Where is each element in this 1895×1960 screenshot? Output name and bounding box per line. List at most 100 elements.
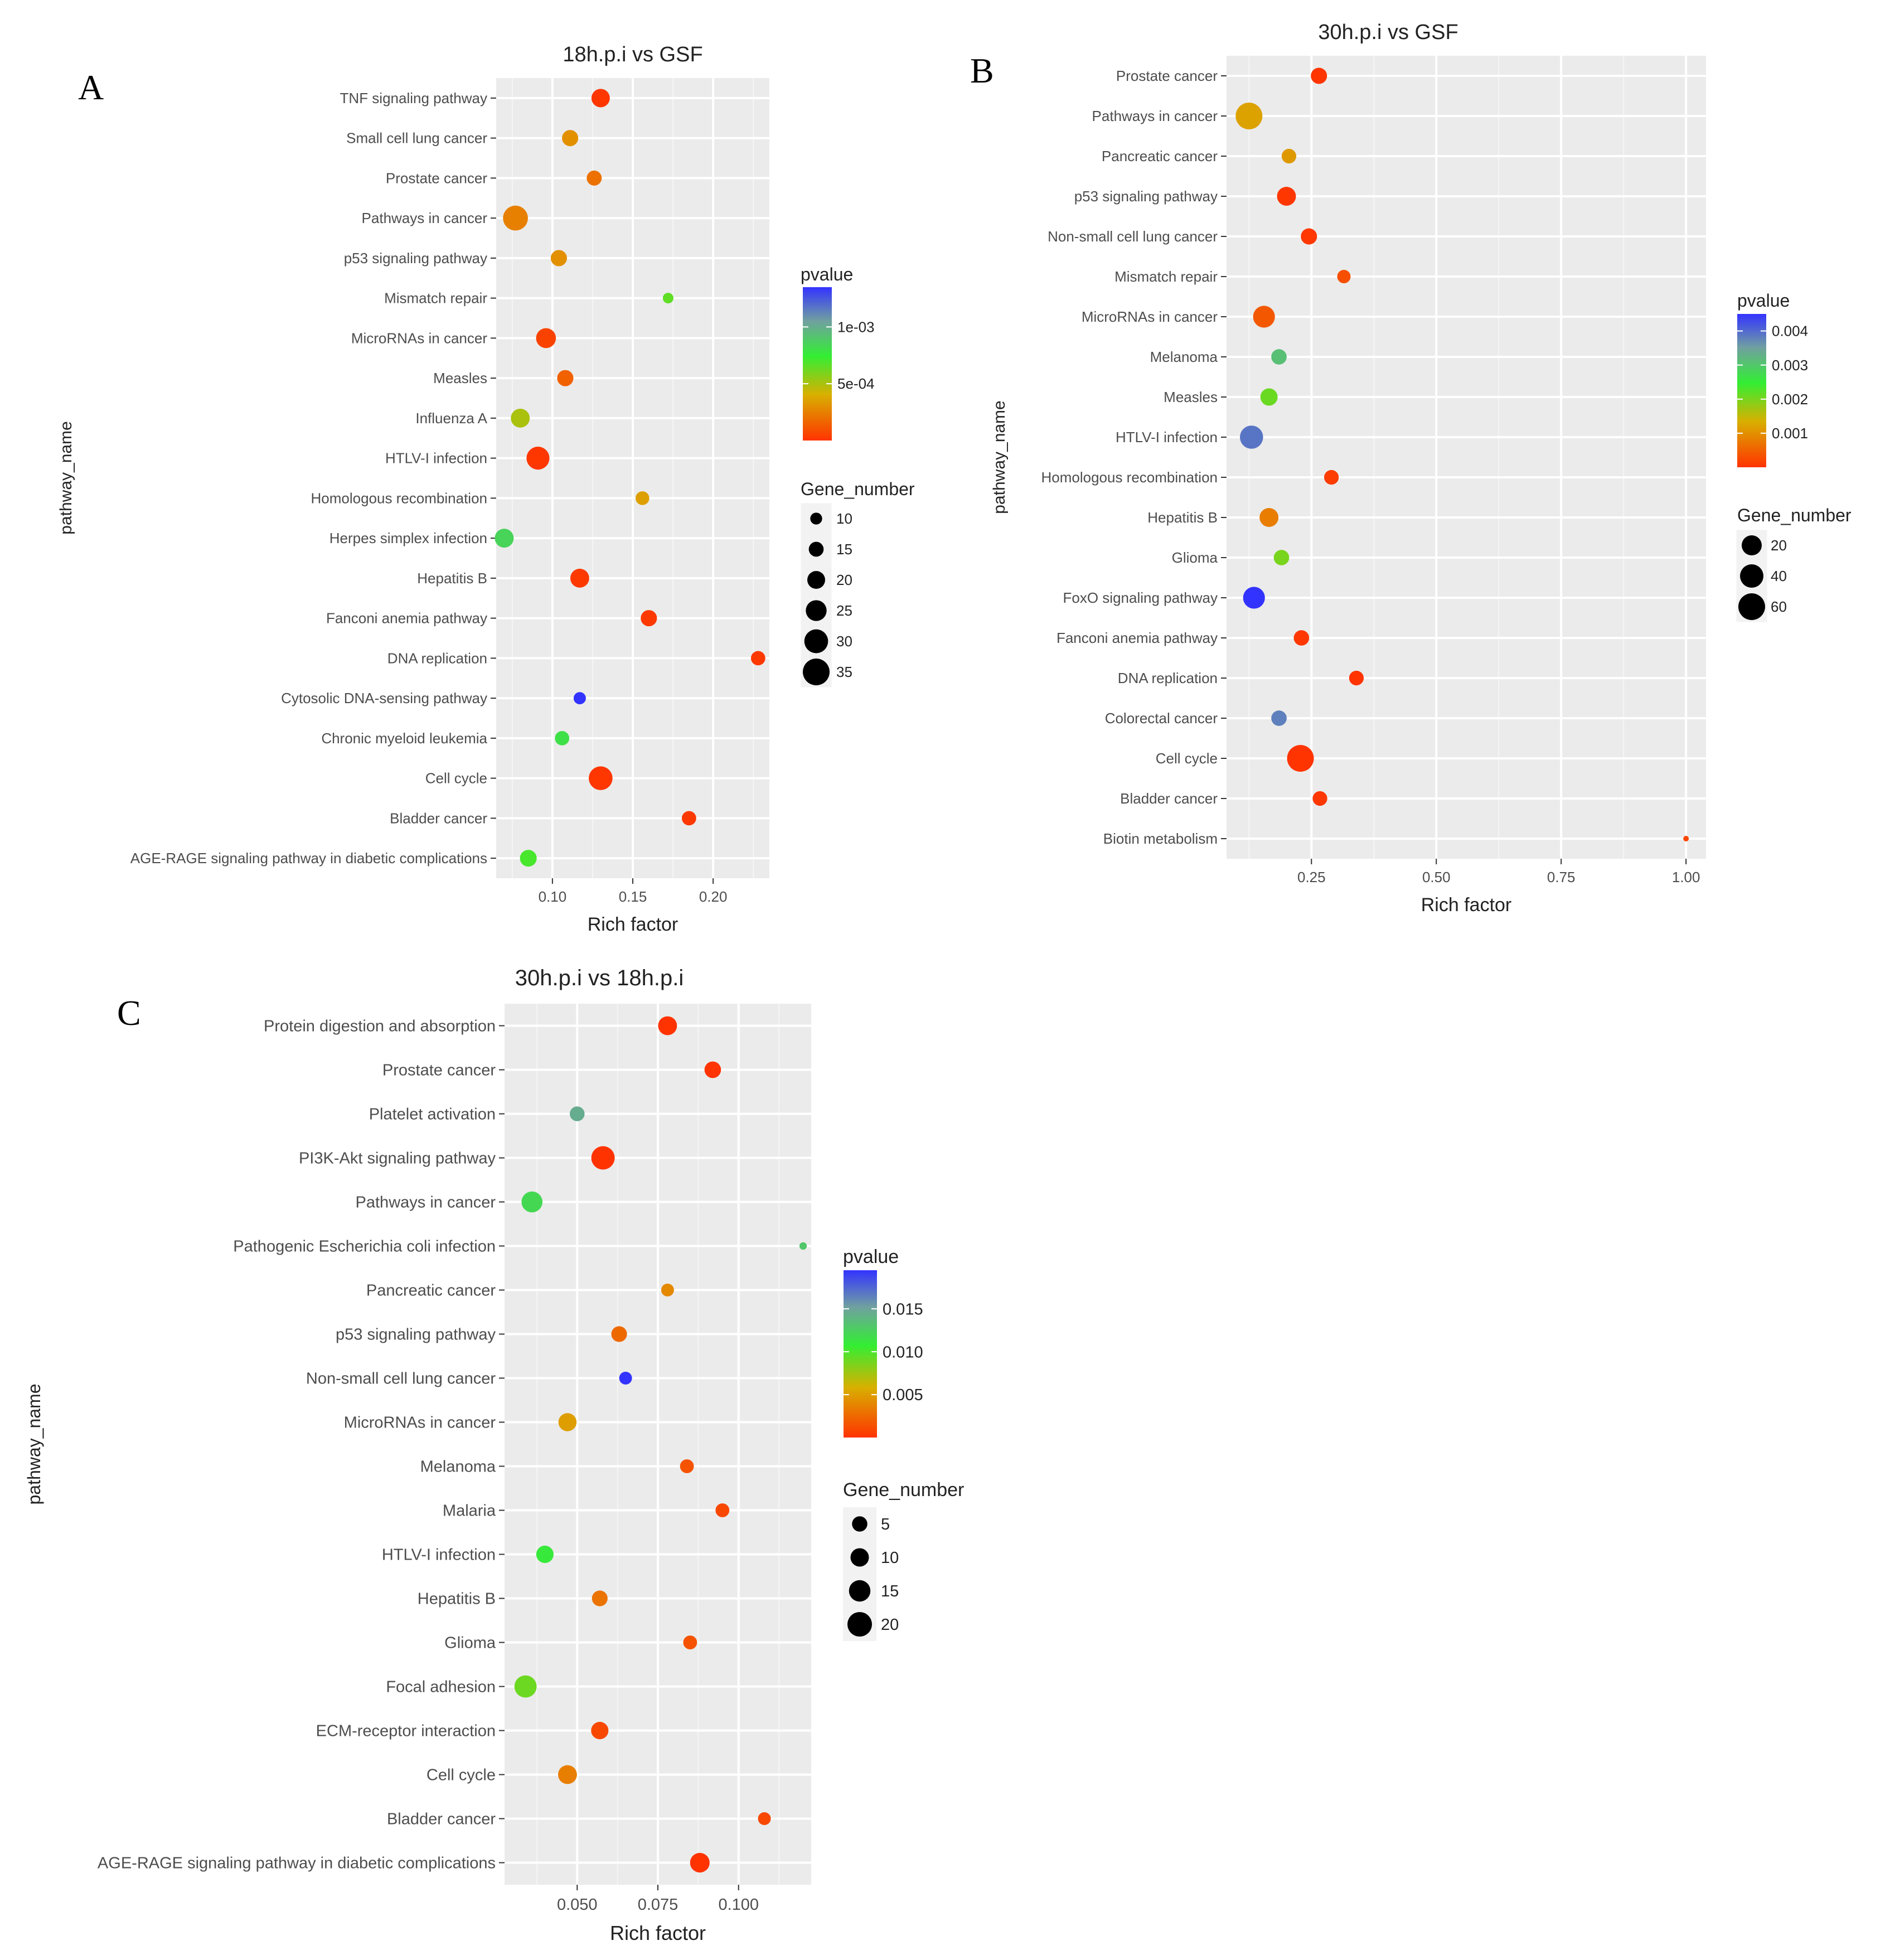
size-legend-label: 40 <box>1771 568 1787 584</box>
panel-letter: B <box>970 51 994 90</box>
x-tick-label: 0.25 <box>1297 869 1326 885</box>
data-point <box>758 1812 771 1826</box>
category-label: p53 signaling pathway <box>336 1326 496 1344</box>
data-point <box>1243 587 1265 609</box>
category-label: Protein digestion and absorption <box>264 1018 496 1035</box>
data-point <box>569 1106 585 1121</box>
size-legend-dot <box>803 659 830 685</box>
data-point <box>592 1590 608 1606</box>
size-legend-label: 15 <box>881 1582 899 1600</box>
colorbar-title: pvalue <box>801 264 853 284</box>
category-label: Pathways in cancer <box>1092 108 1218 124</box>
size-legend-dot <box>849 1580 871 1602</box>
category-label: Prostate cancer <box>1116 67 1218 84</box>
size-legend-label: 5 <box>881 1516 890 1533</box>
size-legend-dot <box>1738 593 1765 620</box>
size-legend-label: 15 <box>836 541 852 558</box>
data-point <box>1235 103 1263 129</box>
category-label: Hepatitis B <box>418 1590 496 1608</box>
category-label: Glioma <box>1172 549 1218 566</box>
size-legend-label: 25 <box>836 602 852 619</box>
data-point <box>536 1545 554 1564</box>
data-point <box>636 491 650 505</box>
data-point <box>1281 148 1297 164</box>
x-tick-label: 0.100 <box>718 1896 759 1914</box>
category-label: p53 signaling pathway <box>344 250 487 267</box>
colorbar <box>1737 314 1766 467</box>
x-tick-label: 0.10 <box>539 888 567 905</box>
data-point <box>611 1326 627 1342</box>
category-label: Cytosolic DNA-sensing pathway <box>281 690 487 706</box>
data-point <box>658 1016 677 1035</box>
data-point <box>799 1242 807 1250</box>
data-point <box>1324 470 1339 485</box>
x-tick-label: 0.50 <box>1422 869 1451 885</box>
category-label: Bladder cancer <box>387 1811 496 1828</box>
x-axis-title: Rich factor <box>610 1922 706 1944</box>
panel-a: A 18h.p.i vs GSF TNF signaling pathway Smal… <box>57 43 915 935</box>
category-label: Chronic myeloid leukemia <box>321 730 487 747</box>
category-label: Prostate cancer <box>386 170 487 186</box>
category-label: Cell cycle <box>427 1767 496 1784</box>
category-label: Mismatch repair <box>384 290 487 307</box>
data-point <box>662 293 673 304</box>
category-label: Measles <box>433 370 487 386</box>
category-label: Small cell lung cancer <box>346 130 487 147</box>
data-point <box>690 1852 710 1873</box>
size-legend-dot <box>808 541 824 557</box>
category-label: AGE-RAGE signaling pathway in diabetic c… <box>98 1855 496 1872</box>
data-point <box>1253 306 1275 328</box>
category-label: Measles <box>1164 389 1218 405</box>
size-legend-label: 20 <box>881 1616 899 1634</box>
category-label: HTLV-I infection <box>385 450 487 467</box>
y-axis-title: pathway_name <box>990 400 1009 514</box>
category-label: Homologous recombination <box>1041 469 1218 486</box>
size-legend-title: Gene_number <box>801 479 915 499</box>
x-tick-label: 1.00 <box>1672 869 1700 885</box>
category-label: AGE-RAGE signaling pathway in diabetic c… <box>130 850 487 867</box>
data-point <box>661 1283 674 1297</box>
data-point <box>641 610 657 627</box>
category-label: Hepatitis B <box>1147 509 1218 526</box>
data-point <box>1259 508 1279 527</box>
size-legend-dot <box>806 600 827 621</box>
size-legend-label: 30 <box>836 633 852 650</box>
size-legend-label: 35 <box>836 664 852 680</box>
chart-title: 18h.p.i vs GSF <box>563 43 702 66</box>
size-legend-label: 10 <box>836 510 852 527</box>
data-point <box>558 1765 577 1784</box>
panel-letter: A <box>78 67 104 107</box>
data-point <box>557 370 574 386</box>
category-label: Fanconi anemia pathway <box>1056 630 1218 646</box>
data-point <box>520 850 537 867</box>
category-label: Bladder cancer <box>390 810 487 826</box>
category-label: p53 signaling pathway <box>1074 188 1218 205</box>
category-label: Pancreatic cancer <box>366 1282 496 1300</box>
category-label: MicroRNAs in cancer <box>1082 308 1218 325</box>
category-label: Pathogenic Escherichia coli infection <box>233 1238 496 1256</box>
category-label: Colorectal cancer <box>1105 710 1218 727</box>
x-tick-label: 0.075 <box>638 1896 678 1914</box>
size-legend-dot <box>1740 564 1763 588</box>
size-legend-dot <box>850 1548 869 1567</box>
data-point <box>715 1503 730 1517</box>
size-legend-dot <box>847 1612 872 1637</box>
colorbar-tick-label: 0.005 <box>883 1386 923 1404</box>
category-label: Malaria <box>443 1502 496 1520</box>
category-label: Platelet activation <box>369 1106 496 1124</box>
data-point <box>1293 630 1310 646</box>
data-point <box>555 730 570 746</box>
data-point <box>536 328 556 349</box>
data-point <box>1311 67 1327 84</box>
category-label: Glioma <box>444 1634 496 1652</box>
size-legend-dot <box>1742 535 1762 555</box>
data-point <box>1271 349 1287 365</box>
colorbar-tick-label: 0.001 <box>1772 425 1808 442</box>
data-point <box>1260 388 1278 406</box>
data-point <box>750 651 765 666</box>
size-legend-dot <box>807 571 825 589</box>
data-point <box>558 1413 577 1431</box>
chart-title: 30h.p.i vs GSF <box>1318 21 1458 44</box>
x-tick-label: 0.15 <box>619 888 647 905</box>
